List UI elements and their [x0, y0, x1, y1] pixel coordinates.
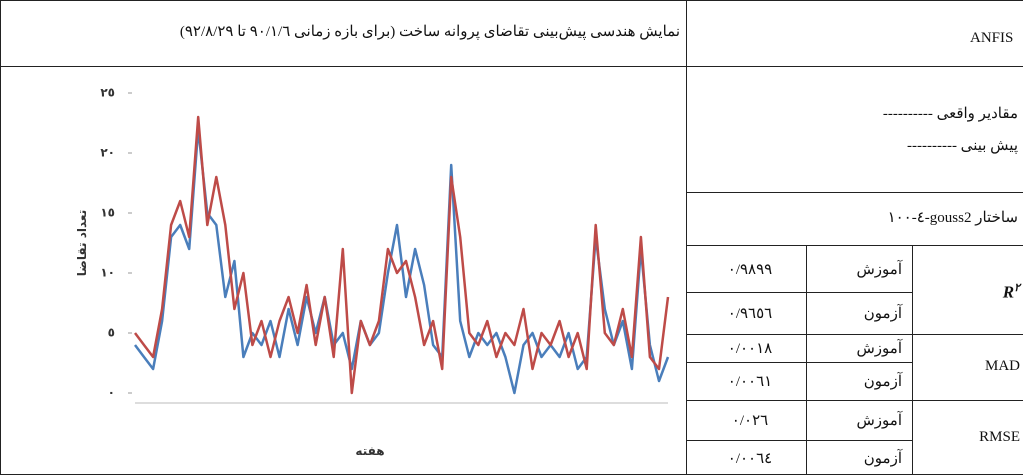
y-tick-label: ١٠	[100, 266, 115, 280]
metric-sup: ٢	[1014, 281, 1020, 294]
set-label: آزمون	[863, 374, 902, 390]
title: نمایش هندسی پیش‌بینی تقاضای پروانه ساخت …	[179, 24, 680, 40]
y-tick-label: ٢٠	[100, 146, 115, 160]
value: ٠/٠٢٦	[731, 413, 769, 429]
series-line	[134, 127, 670, 395]
legend-actual: مقادیر واقعی ----------	[882, 106, 1018, 122]
metric: R٢	[1002, 281, 1020, 302]
x-axis-label: هفته	[355, 444, 384, 458]
y-tick-label: ٢٥	[100, 86, 115, 100]
y-tick-label: ٠	[108, 386, 115, 400]
value: ٠/٩٦٥٦	[727, 306, 773, 322]
series-line	[134, 115, 670, 395]
y-tick-label: ١٥	[100, 206, 115, 220]
chart: ٠ ٥ ١٠ ١٥ ٢٠ ٢٥ تعداد تقاضا هفته	[75, 86, 670, 458]
metric: MAD	[984, 358, 1020, 374]
set-label: آموزش	[856, 341, 902, 357]
method: ANFIS	[970, 30, 1014, 46]
y-tick-label: ٥	[108, 326, 115, 340]
legend-forecast: پیش بینی ----------	[906, 138, 1018, 154]
value: ٠/٠٠١٨	[727, 341, 773, 357]
value: ٠/٩٨٩٩	[727, 261, 773, 278]
value: ٠/٠٠٦٤	[727, 450, 773, 467]
metric: RMSE	[979, 428, 1020, 445]
set-label: آزمون	[863, 450, 902, 467]
set-label: آموزش	[856, 261, 902, 278]
y-axis-label: تعداد تقاضا	[75, 210, 89, 276]
set-label: آزمون	[863, 306, 902, 322]
structure: ساختار gouss2-٤-١٠٠	[887, 210, 1018, 226]
set-label: آموزش	[856, 413, 902, 429]
value: ٠/٠٠٦١	[727, 374, 773, 390]
